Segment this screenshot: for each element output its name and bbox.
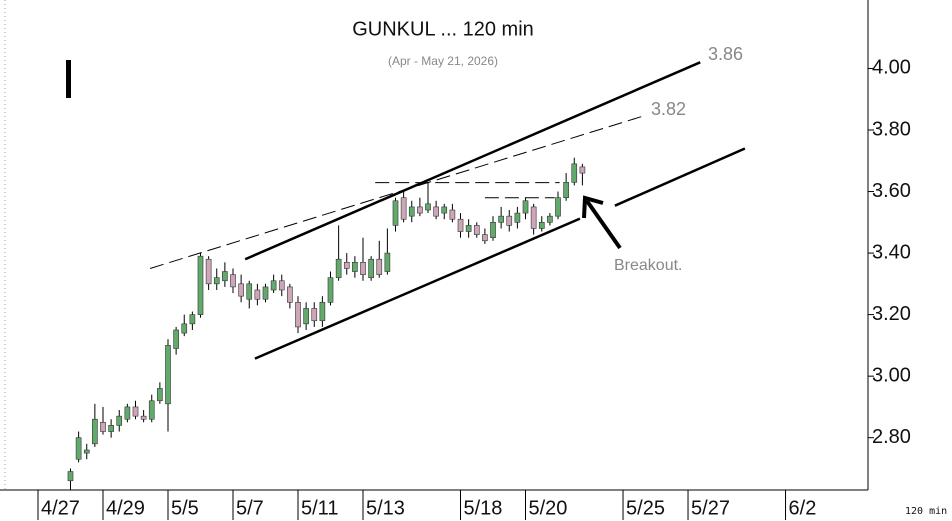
candle-body xyxy=(449,209,456,220)
y-tick-label: 3.80 xyxy=(872,118,911,140)
candle-body xyxy=(246,283,253,300)
candle-body xyxy=(482,234,488,242)
candle-body xyxy=(148,400,155,420)
x-tick-label: 5/7 xyxy=(236,497,264,519)
candle-body xyxy=(563,182,569,198)
x-tick-label: 5/5 xyxy=(171,497,199,519)
y-tick-label: 4.00 xyxy=(872,57,911,79)
chart-title: GUNKUL ... 120 min xyxy=(352,18,534,40)
trend-line xyxy=(244,61,701,261)
candle-body xyxy=(181,323,188,334)
trend-line xyxy=(614,147,746,207)
candle-body xyxy=(433,206,439,217)
candle-body xyxy=(571,163,578,183)
candle-body xyxy=(547,215,553,223)
candle-body xyxy=(189,314,196,325)
candle-body xyxy=(335,258,342,278)
candle-body xyxy=(75,437,82,460)
candle-body xyxy=(384,252,391,272)
trend-line xyxy=(254,217,581,360)
candle-body xyxy=(108,425,114,432)
x-tick-label: 5/13 xyxy=(366,497,405,519)
candle-body xyxy=(400,197,407,220)
x-tick-label: 4/27 xyxy=(41,497,80,519)
cursor-marker xyxy=(66,60,71,98)
y-tick-label: 3.20 xyxy=(872,303,911,325)
candle-body xyxy=(303,308,309,325)
candle-body xyxy=(132,406,139,417)
candle-body xyxy=(83,449,90,454)
candle-body xyxy=(579,166,586,174)
interval-label: 120 min xyxy=(905,506,947,517)
y-tick-label: 3.40 xyxy=(872,241,911,263)
y-tick-label: 3.60 xyxy=(872,180,911,202)
candle-body xyxy=(538,222,545,229)
candle-body xyxy=(165,345,171,405)
candle-body xyxy=(425,203,431,211)
candle-body xyxy=(530,206,537,229)
candle-body xyxy=(465,225,472,232)
candle-body xyxy=(498,215,504,223)
candle-body xyxy=(319,302,326,322)
candle-body xyxy=(311,308,318,322)
candle-body xyxy=(360,262,366,275)
candle-body xyxy=(287,286,293,303)
candle-body xyxy=(254,289,261,300)
candle-body xyxy=(506,215,513,226)
chart-subtitle: (Apr - May 21, 2026) xyxy=(388,54,498,68)
x-tick-label: 5/11 xyxy=(301,497,338,519)
y-tick-label: 3.00 xyxy=(872,364,911,386)
annotation: Breakout. xyxy=(614,257,682,274)
candle-body xyxy=(270,280,277,291)
candle-body xyxy=(205,258,212,285)
candle-body xyxy=(173,329,179,349)
candle-body xyxy=(295,302,301,328)
candle-body xyxy=(67,471,74,482)
candle-body xyxy=(213,277,220,285)
candle-body xyxy=(327,277,334,303)
candle-body xyxy=(417,206,423,214)
candle-body xyxy=(555,197,561,217)
x-tick-label: 5/27 xyxy=(691,497,730,519)
x-tick-label: 5/18 xyxy=(464,497,503,519)
candle-body xyxy=(278,280,285,291)
x-tick-label: 5/20 xyxy=(529,497,568,519)
candle-body xyxy=(514,212,521,223)
candle-body xyxy=(222,271,228,282)
candle-body xyxy=(343,262,350,269)
candle-body xyxy=(140,415,147,420)
candle-body xyxy=(368,258,374,278)
candle-body xyxy=(92,418,98,445)
candle-body xyxy=(100,422,106,432)
candle-body xyxy=(157,388,163,402)
candle-body xyxy=(230,274,236,288)
annotation: 3.86 xyxy=(708,44,743,64)
candle-body xyxy=(522,200,529,214)
candle-body xyxy=(441,206,448,214)
candle-body xyxy=(376,258,383,275)
candle-body xyxy=(473,225,480,235)
candle-body xyxy=(392,200,399,226)
candle-body xyxy=(408,206,415,217)
annotation: 3.82 xyxy=(651,99,686,119)
trend-line xyxy=(149,115,646,269)
x-tick-label: 5/25 xyxy=(626,497,665,519)
candle-body xyxy=(116,415,123,426)
x-tick-label: 6/2 xyxy=(789,497,817,519)
candle-body xyxy=(124,406,131,420)
candle-body xyxy=(238,283,244,297)
candle-body xyxy=(490,222,496,238)
y-tick-label: 2.80 xyxy=(872,426,911,448)
candle-body xyxy=(197,255,204,315)
breakout-arrow xyxy=(582,195,622,250)
candle-body xyxy=(352,262,358,272)
x-tick-label: 4/29 xyxy=(106,497,145,519)
candle-body xyxy=(457,218,464,232)
candle-body xyxy=(262,286,269,300)
